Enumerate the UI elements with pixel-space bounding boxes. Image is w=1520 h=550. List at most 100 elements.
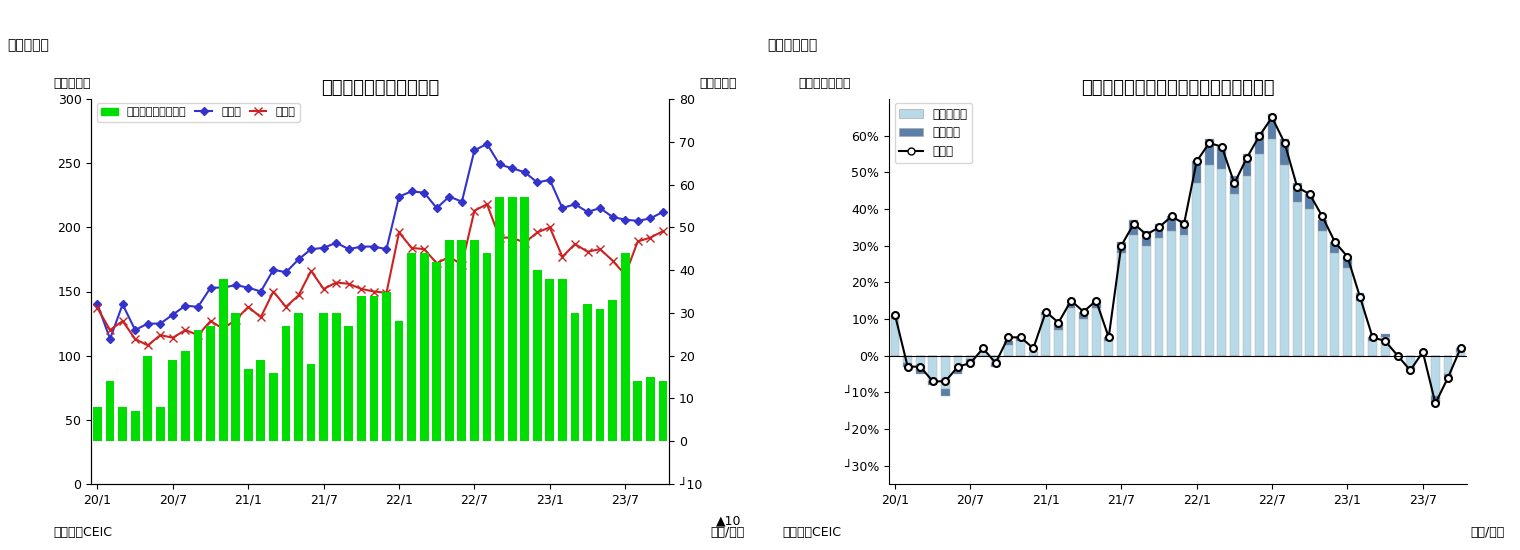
Bar <box>1041 312 1050 315</box>
Bar <box>1167 231 1176 356</box>
Bar <box>646 377 655 441</box>
Bar <box>1280 139 1289 165</box>
Text: （億ドル）: （億ドル） <box>53 77 91 90</box>
Bar <box>1029 352 1038 356</box>
Bar <box>231 313 240 441</box>
Bar <box>106 381 114 441</box>
Bar <box>1180 220 1189 235</box>
Bar <box>1129 235 1138 356</box>
Bar <box>520 197 529 441</box>
Text: （年/月）: （年/月） <box>710 526 745 539</box>
Bar <box>1218 147 1227 169</box>
Bar <box>1205 139 1213 165</box>
Bar <box>1079 312 1088 319</box>
Bar <box>395 321 403 441</box>
Bar <box>1406 367 1415 370</box>
Bar <box>1041 315 1050 356</box>
Text: （前年同月比）: （前年同月比） <box>798 77 851 90</box>
Bar <box>941 389 950 396</box>
Bar <box>1003 345 1012 356</box>
Bar <box>508 197 517 441</box>
Bar <box>1003 341 1012 345</box>
Bar <box>420 253 429 441</box>
Bar <box>929 356 938 381</box>
Text: （年/月）: （年/月） <box>1470 526 1505 539</box>
Bar <box>470 240 479 441</box>
Text: （図表０１）: （図表０１） <box>768 39 818 52</box>
Bar <box>1192 161 1201 183</box>
Bar <box>1192 183 1201 356</box>
Bar <box>1330 253 1339 356</box>
Bar <box>319 313 328 441</box>
Bar <box>307 364 316 441</box>
Bar <box>991 356 1000 363</box>
Bar <box>1230 176 1239 194</box>
Bar <box>219 279 228 441</box>
Bar <box>1117 253 1126 356</box>
Legend: 非石油ガス, 石油ガス, 輸出額: 非石油ガス, 石油ガス, 輸出額 <box>895 103 973 163</box>
Bar <box>917 356 924 370</box>
Bar <box>1368 337 1377 341</box>
Bar <box>1444 356 1452 374</box>
Bar <box>1053 323 1062 330</box>
Bar <box>1105 337 1113 341</box>
Bar <box>357 296 366 441</box>
Bar <box>917 370 924 374</box>
Text: （資料）CEIC: （資料）CEIC <box>53 526 112 539</box>
Bar <box>1294 202 1301 356</box>
Bar <box>1142 231 1151 246</box>
Bar <box>1155 224 1163 238</box>
Bar <box>1356 293 1365 301</box>
Bar <box>1117 242 1126 253</box>
Bar <box>1205 165 1213 356</box>
Bar <box>967 356 974 359</box>
Bar <box>1268 139 1277 356</box>
Bar <box>941 356 950 389</box>
Bar <box>269 373 278 441</box>
Bar <box>953 356 962 370</box>
Bar <box>1306 209 1315 356</box>
Bar <box>257 360 264 441</box>
Text: ▲10: ▲10 <box>716 514 742 527</box>
Bar <box>929 381 938 385</box>
Bar <box>1356 301 1365 356</box>
Bar <box>953 370 962 374</box>
Bar <box>143 356 152 441</box>
Text: （図表９）: （図表９） <box>8 39 50 52</box>
Bar <box>1256 154 1263 356</box>
Bar <box>345 326 353 441</box>
Bar <box>1330 242 1339 253</box>
Bar <box>119 407 128 441</box>
Bar <box>1230 194 1239 356</box>
Bar <box>1218 169 1227 356</box>
Bar <box>1180 235 1189 356</box>
Bar <box>979 352 988 356</box>
Bar <box>534 270 541 441</box>
Bar <box>445 240 453 441</box>
Title: インドネシア　輸出の伸び率（品目別）: インドネシア 輸出の伸び率（品目別） <box>1081 79 1275 97</box>
Bar <box>1456 348 1465 352</box>
Bar <box>570 313 579 441</box>
Bar <box>496 197 505 441</box>
Title: インドネシア　貳易収支: インドネシア 貳易収支 <box>321 79 439 97</box>
Bar <box>1318 220 1327 231</box>
Bar <box>596 309 605 441</box>
Bar <box>1091 301 1100 308</box>
Bar <box>1017 337 1024 341</box>
Bar <box>1067 308 1076 356</box>
Bar <box>331 313 340 441</box>
Bar <box>1067 304 1076 308</box>
Bar <box>193 330 202 441</box>
Bar <box>131 411 140 441</box>
Bar <box>93 407 102 441</box>
Bar <box>991 363 1000 367</box>
Bar <box>1344 268 1351 356</box>
Bar <box>1306 194 1315 209</box>
Bar <box>1142 246 1151 356</box>
Bar <box>1155 238 1163 356</box>
Bar <box>295 313 302 441</box>
Bar <box>1091 308 1100 356</box>
Bar <box>243 368 252 441</box>
Bar <box>281 326 290 441</box>
Bar <box>169 360 178 441</box>
